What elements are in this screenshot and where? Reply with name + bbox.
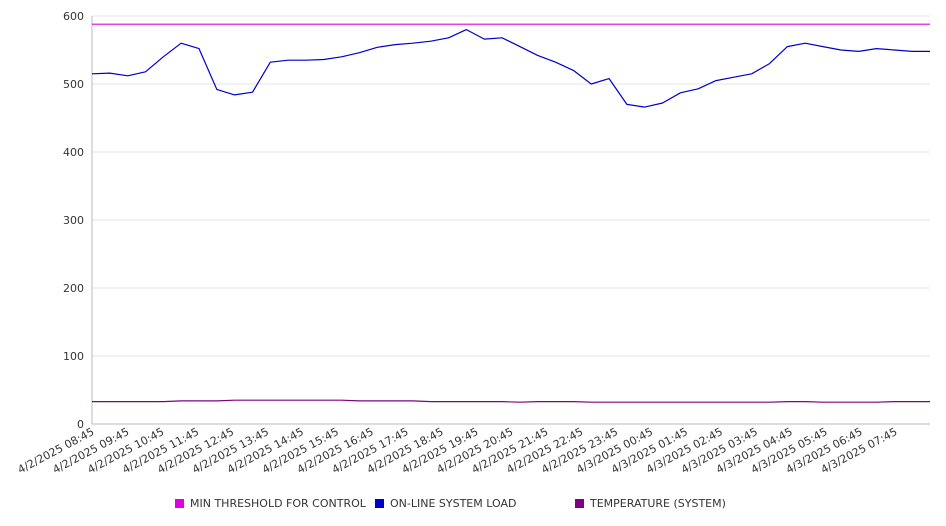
legend-item: TEMPERATURE (SYSTEM) xyxy=(575,497,726,510)
legend-item: MIN THRESHOLD FOR CONTROL xyxy=(175,497,366,510)
legend-label: ON-LINE SYSTEM LOAD xyxy=(390,497,517,510)
y-tick-label: 100 xyxy=(63,350,84,363)
legend-swatch xyxy=(175,499,184,508)
y-tick-label: 300 xyxy=(63,214,84,227)
legend-label: TEMPERATURE (SYSTEM) xyxy=(590,497,726,510)
series-line-on-line-system-load xyxy=(91,29,930,108)
y-tick-label: 500 xyxy=(63,78,84,91)
legend-label: MIN THRESHOLD FOR CONTROL xyxy=(190,497,366,510)
y-tick-label: 400 xyxy=(63,146,84,159)
series-line-temperature-system xyxy=(92,399,930,403)
y-tick-label: 200 xyxy=(63,282,84,295)
legend-item: ON-LINE SYSTEM LOAD xyxy=(375,497,516,510)
y-tick-label: 600 xyxy=(63,10,84,23)
legend-swatch xyxy=(575,499,584,508)
chart-legend: MIN THRESHOLD FOR CONTROL ON-LINE SYSTEM … xyxy=(0,497,946,515)
y-tick-label: 0 xyxy=(77,418,84,431)
legend-swatch xyxy=(375,499,384,508)
